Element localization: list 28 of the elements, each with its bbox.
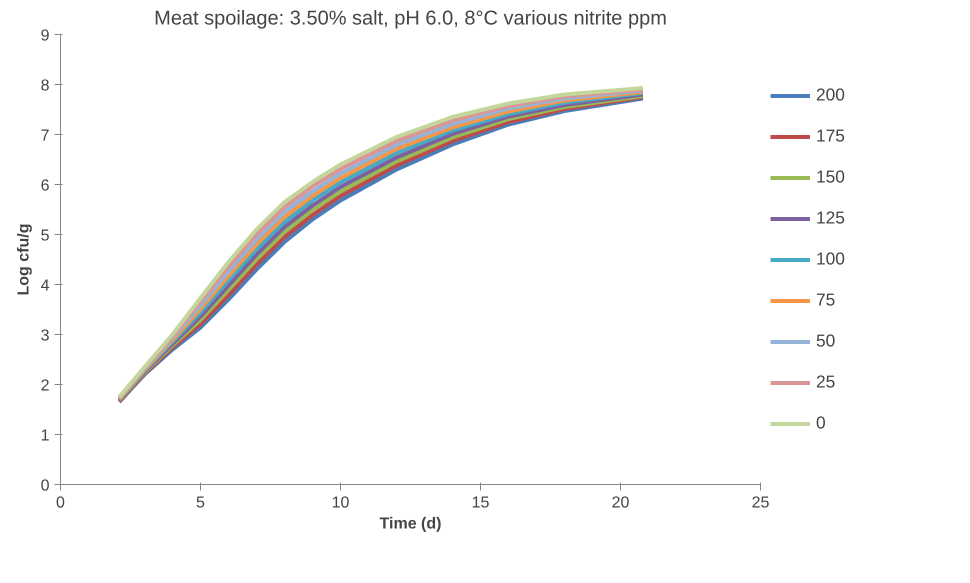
legend-label: 125 [816, 208, 845, 228]
legend-label: 100 [816, 248, 845, 270]
legend-label: 75 [816, 290, 836, 310]
legend-label: 175 [816, 126, 845, 146]
y-tick-label: 8 [40, 78, 50, 94]
y-tick-label: 3 [40, 328, 50, 344]
legend-label: 50 [816, 330, 836, 352]
y-tick-label: 2 [40, 378, 50, 394]
x-tick-label: 10 [332, 494, 350, 512]
y-axis-title: Log cfu/g [16, 224, 33, 296]
x-tick-label: 25 [752, 494, 770, 512]
x-axis-title: Time (d) [380, 516, 442, 532]
legend-label: 0 [816, 412, 827, 434]
y-tick-label: 5 [40, 228, 50, 244]
legend-label: 25 [816, 372, 836, 392]
y-tick-label: 0 [40, 478, 50, 494]
chart-title: Meat spoilage: 3.50% salt, pH 6.0, 8°C various nitrite ppm [154, 8, 667, 30]
y-tick-label: 6 [40, 178, 50, 194]
x-tick-label: 5 [196, 494, 206, 512]
x-tick-label: 20 [612, 494, 630, 512]
legend-label: 150 [816, 166, 845, 188]
y-tick-label: 7 [40, 128, 50, 144]
y-tick-label: 4 [40, 278, 50, 294]
legend-label: 200 [816, 84, 845, 106]
y-tick-label: 1 [40, 428, 50, 444]
y-tick-label: 9 [40, 28, 50, 44]
x-tick-label: 0 [56, 494, 66, 512]
x-tick-label: 15 [472, 494, 490, 512]
